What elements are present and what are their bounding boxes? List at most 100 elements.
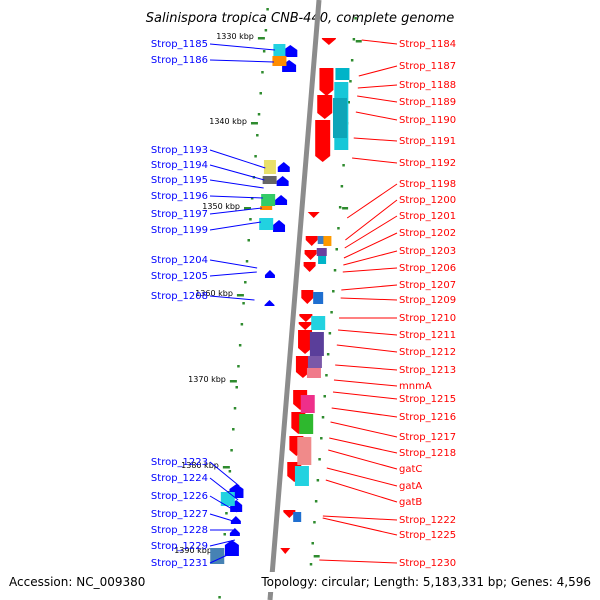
reverse-gene-arrow	[264, 300, 275, 306]
domain-block	[306, 368, 321, 378]
leader-line	[209, 164, 265, 181]
forward-gene-arrow	[305, 236, 318, 246]
leader-line	[209, 461, 240, 487]
gene-labels: Strop_1185 Strop_1186 Strop_1193 Strop_1194…	[151, 39, 456, 569]
gene-label: Strop_1193	[151, 145, 208, 156]
forward-gene-arrow	[299, 314, 313, 322]
leader-line	[331, 407, 398, 418]
leader-line	[344, 215, 398, 249]
gene-label: Strop_1186	[151, 55, 208, 66]
gene-label: Strop_1217	[399, 432, 456, 443]
gene-label: Strop_1225	[399, 530, 456, 541]
genome-backbone	[267, 0, 322, 600]
forward-gene-arrow	[298, 322, 312, 330]
leader-line	[357, 84, 398, 89]
domain-block	[311, 316, 326, 330]
gene-label: Strop_1202	[399, 228, 456, 239]
gene-label: Strop_1200	[399, 195, 456, 206]
leader-line	[341, 284, 398, 291]
track-dot	[321, 416, 325, 419]
track-dot	[228, 470, 232, 473]
track-dot	[256, 134, 259, 137]
label-leaders	[209, 39, 398, 564]
forward-gene-arrow	[283, 510, 296, 518]
leader-line	[325, 479, 398, 503]
reverse-gene-arrow	[277, 162, 290, 172]
track-dot	[313, 521, 316, 524]
domain-block	[307, 356, 322, 368]
leader-line	[209, 271, 257, 277]
reverse-gene-arrow	[230, 516, 241, 524]
gene-label: Strop_1185	[151, 39, 208, 50]
leader-line	[209, 495, 238, 513]
track-dot	[225, 512, 228, 515]
gene-label: Strop_1210	[399, 313, 456, 324]
forward-gene-arrow	[304, 250, 317, 260]
track-dot	[245, 260, 249, 263]
leader-line	[333, 379, 398, 387]
forward-gene-arrow	[307, 212, 320, 218]
genome-summary-text: Topology: circular; Length: 5,183,331 bp…	[260, 575, 591, 589]
kbp-tick	[257, 37, 265, 40]
kbp-tick-label: 1340 kbp	[209, 117, 247, 126]
gene-label: Strop_1203	[399, 246, 456, 257]
forward-gene-arrow	[298, 330, 313, 354]
kbp-scale: 1330 kbp 1340 kbp 1350 kbp 1360 kbp 1370 kbp…	[174, 32, 265, 555]
track-dot	[333, 269, 337, 272]
forward-gene-arrow	[280, 548, 291, 554]
forward-gene-arrow	[319, 68, 334, 96]
leader-line	[343, 250, 398, 266]
track-dot	[318, 458, 321, 461]
track-dot	[254, 155, 257, 158]
leader-line	[330, 421, 398, 438]
track-dot	[320, 437, 323, 440]
track-dot	[257, 113, 261, 116]
domain-block	[220, 492, 235, 506]
domain-block	[335, 68, 350, 80]
leader-line	[340, 297, 398, 301]
reverse-gene-arrow	[224, 540, 239, 556]
track-dot	[337, 227, 340, 230]
track-dot	[238, 344, 242, 347]
reverse-gene-arrow	[283, 45, 298, 57]
leader-line	[329, 437, 398, 454]
gene-label: Strop_1209	[399, 295, 456, 306]
leader-line	[209, 295, 255, 301]
gene-label: Strop_1204	[151, 255, 208, 266]
leader-line	[335, 364, 398, 371]
leader-line	[209, 551, 235, 564]
domain-block	[210, 548, 225, 564]
reverse-gene-arrow	[229, 528, 240, 536]
track-dot	[230, 449, 233, 452]
footer-bg	[0, 572, 600, 592]
domain-block	[316, 248, 327, 256]
track-dot	[233, 407, 237, 410]
leader-line	[332, 391, 398, 400]
track-dot	[261, 71, 264, 74]
gene-label: Strop_1207	[399, 280, 456, 291]
gene-label: mnmA	[399, 381, 432, 392]
gene-label: Strop_1205	[151, 271, 208, 282]
gene-label: Strop_1218	[399, 448, 456, 459]
track-dot	[326, 353, 330, 356]
forward-gene-arrow	[301, 290, 314, 304]
track-dot	[347, 101, 350, 104]
track-dot	[309, 563, 313, 566]
gene-label: gatA	[399, 481, 422, 492]
track-dot	[340, 185, 344, 188]
track-dot	[330, 311, 333, 314]
leader-line	[209, 477, 239, 501]
gene-label: Strop_1197	[151, 209, 208, 220]
gene-label: Strop_1229	[151, 541, 208, 552]
gene-label: Strop_1223	[151, 457, 208, 468]
domain-block	[263, 160, 276, 174]
kbp-tick-label: 1380 kbp	[181, 461, 219, 470]
leader-line	[346, 183, 398, 219]
track-dot	[354, 17, 357, 20]
domain-block	[332, 98, 347, 138]
track-dot	[266, 8, 269, 11]
gene-label: gatC	[399, 464, 422, 475]
track-dot	[250, 197, 254, 200]
reverse-gene-arrow	[275, 195, 288, 205]
